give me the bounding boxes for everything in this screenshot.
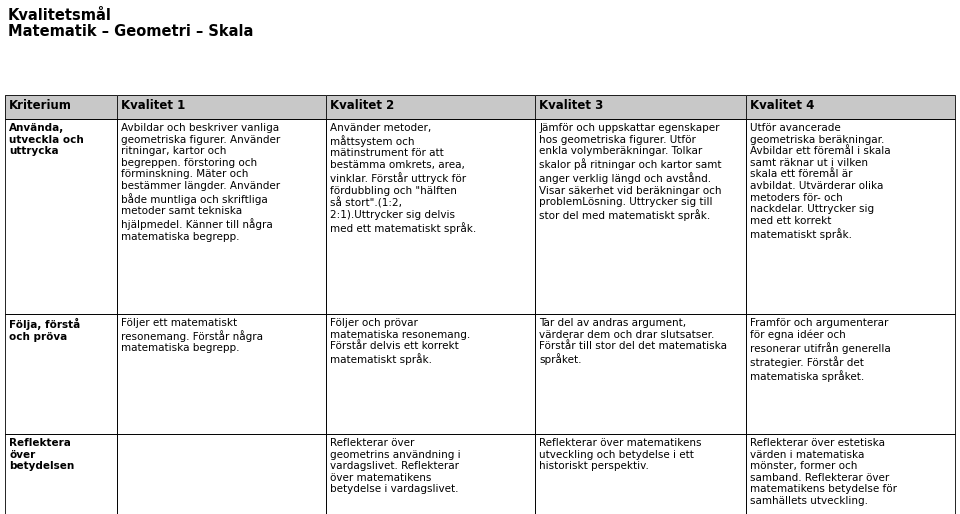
Bar [5, 95, 117, 119]
Text: Kvalitet 4: Kvalitet 4 [750, 99, 814, 112]
Text: Använda,
utveckla och
uttrycka: Använda, utveckla och uttrycka [9, 123, 84, 156]
Text: Reflektera
över
betydelsen: Reflektera över betydelsen [9, 438, 74, 471]
Bar [746, 95, 955, 119]
Text: Utför avancerade
geometriska beräkningar.
Avbildar ett föremål i skala
samt räkn: Utför avancerade geometriska beräkningar… [750, 123, 891, 240]
Text: Kvalitet 1: Kvalitet 1 [121, 99, 185, 112]
Bar [746, 314, 955, 434]
Bar [326, 119, 535, 314]
Text: Framför och argumenterar
för egna idéer och
resonerar utifrån generella
strategi: Framför och argumenterar för egna idéer … [750, 318, 891, 382]
Bar [5, 119, 117, 314]
Bar [746, 434, 955, 514]
Bar [5, 314, 117, 434]
Text: Tar del av andras argument,
värderar dem och drar slutsatser.
Förstår till stor : Tar del av andras argument, värderar dem… [540, 318, 727, 365]
Bar [746, 119, 955, 314]
Bar [117, 95, 326, 119]
Text: Följa, förstå
och pröva: Följa, förstå och pröva [9, 318, 81, 342]
Bar [326, 95, 535, 119]
Text: Reflekterar över matematikens
utveckling och betydelse i ett
historiskt perspekt: Reflekterar över matematikens utveckling… [540, 438, 702, 471]
Text: Kvalitet 3: Kvalitet 3 [540, 99, 603, 112]
Text: Reflekterar över
geometrins användning i
vardagslivet. Reflekterar
över matemati: Reflekterar över geometrins användning i… [330, 438, 461, 494]
Bar [535, 434, 746, 514]
Bar [535, 95, 746, 119]
Bar [535, 314, 746, 434]
Text: Avbildar och beskriver vanliga
geometriska figurer. Använder
ritningar, kartor o: Avbildar och beskriver vanliga geometris… [121, 123, 280, 242]
Bar [117, 314, 326, 434]
Bar [117, 95, 326, 119]
Bar [326, 314, 535, 434]
Bar [117, 434, 326, 514]
Text: Matematik – Geometri – Skala: Matematik – Geometri – Skala [8, 24, 253, 39]
Bar [535, 95, 746, 119]
Text: Kvalitetsmål: Kvalitetsmål [8, 8, 112, 23]
Bar [326, 95, 535, 119]
Text: Reflekterar över estetiska
värden i matematiska
mönster, former och
samband. Ref: Reflekterar över estetiska värden i mate… [750, 438, 897, 506]
Text: Använder metoder,
måttsystem och
mätinstrument för att
bestämma omkrets, area,
v: Använder metoder, måttsystem och mätinst… [330, 123, 476, 234]
Bar [326, 434, 535, 514]
Bar [535, 119, 746, 314]
Text: Följer ett matematiskt
resonemang. Förstår några
matematiska begrepp.: Följer ett matematiskt resonemang. Först… [121, 318, 263, 354]
Bar [746, 95, 955, 119]
Text: Jämför och uppskattar egenskaper
hos geometriska figurer. Utför
enkla volymberäk: Jämför och uppskattar egenskaper hos geo… [540, 123, 722, 221]
Text: Följer och prövar
matematiska resonemang.
Förstår delvis ett korrekt
matematiskt: Följer och prövar matematiska resonemang… [330, 318, 470, 365]
Bar [5, 95, 117, 119]
Text: Kriterium: Kriterium [9, 99, 72, 112]
Text: Kvalitet 2: Kvalitet 2 [330, 99, 395, 112]
Bar [117, 119, 326, 314]
Bar [5, 434, 117, 514]
